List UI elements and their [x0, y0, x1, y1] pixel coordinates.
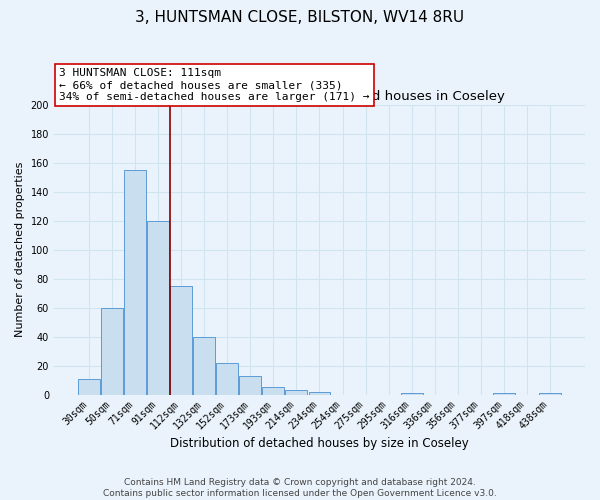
Bar: [193, 336, 215, 394]
Bar: [170, 286, 192, 395]
Bar: [539, 393, 561, 394]
Bar: [286, 390, 307, 394]
Text: 3, HUNTSMAN CLOSE, BILSTON, WV14 8RU: 3, HUNTSMAN CLOSE, BILSTON, WV14 8RU: [136, 10, 464, 25]
Text: 3 HUNTSMAN CLOSE: 111sqm
← 66% of detached houses are smaller (335)
34% of semi-: 3 HUNTSMAN CLOSE: 111sqm ← 66% of detach…: [59, 68, 370, 102]
Title: Size of property relative to detached houses in Coseley: Size of property relative to detached ho…: [134, 90, 505, 104]
X-axis label: Distribution of detached houses by size in Coseley: Distribution of detached houses by size …: [170, 437, 469, 450]
Bar: [101, 308, 123, 394]
Bar: [493, 393, 515, 394]
Bar: [401, 393, 422, 394]
Bar: [124, 170, 146, 394]
Bar: [78, 378, 100, 394]
Bar: [239, 376, 261, 394]
Bar: [147, 220, 169, 394]
Y-axis label: Number of detached properties: Number of detached properties: [15, 162, 25, 338]
Bar: [262, 388, 284, 394]
Text: Contains HM Land Registry data © Crown copyright and database right 2024.
Contai: Contains HM Land Registry data © Crown c…: [103, 478, 497, 498]
Bar: [217, 362, 238, 394]
Bar: [308, 392, 331, 394]
